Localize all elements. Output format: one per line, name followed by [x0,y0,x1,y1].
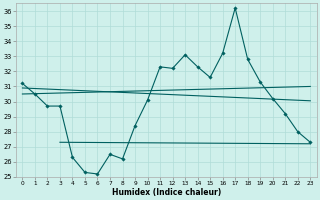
X-axis label: Humidex (Indice chaleur): Humidex (Indice chaleur) [112,188,221,197]
